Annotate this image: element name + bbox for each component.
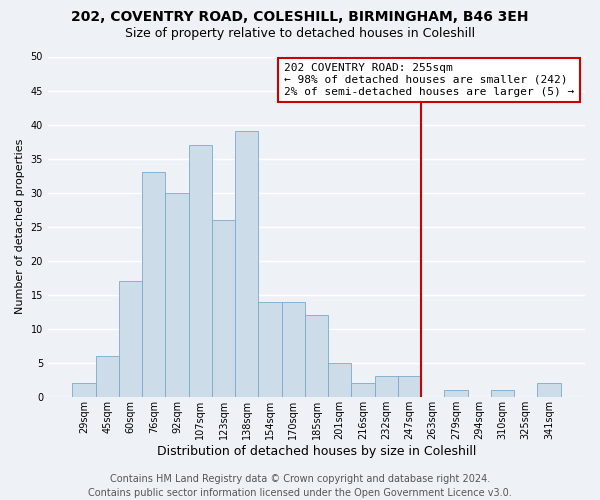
Bar	[142, 172, 166, 397]
Bar	[352, 383, 374, 397]
Bar	[374, 376, 398, 397]
Bar	[95, 356, 119, 397]
Bar	[328, 363, 352, 397]
Bar	[281, 302, 305, 397]
X-axis label: Distribution of detached houses by size in Coleshill: Distribution of detached houses by size …	[157, 444, 476, 458]
Bar	[445, 390, 467, 397]
Text: 202, COVENTRY ROAD, COLESHILL, BIRMINGHAM, B46 3EH: 202, COVENTRY ROAD, COLESHILL, BIRMINGHA…	[71, 10, 529, 24]
Bar	[73, 383, 95, 397]
Bar	[259, 302, 281, 397]
Bar	[398, 376, 421, 397]
Bar	[188, 145, 212, 397]
Text: 202 COVENTRY ROAD: 255sqm
← 98% of detached houses are smaller (242)
2% of semi-: 202 COVENTRY ROAD: 255sqm ← 98% of detac…	[284, 64, 574, 96]
Bar	[491, 390, 514, 397]
Text: Size of property relative to detached houses in Coleshill: Size of property relative to detached ho…	[125, 28, 475, 40]
Bar	[538, 383, 560, 397]
Bar	[235, 132, 259, 397]
Bar	[119, 281, 142, 397]
Text: Contains HM Land Registry data © Crown copyright and database right 2024.
Contai: Contains HM Land Registry data © Crown c…	[88, 474, 512, 498]
Y-axis label: Number of detached properties: Number of detached properties	[15, 139, 25, 314]
Bar	[305, 315, 328, 397]
Bar	[166, 192, 188, 397]
Bar	[212, 220, 235, 397]
